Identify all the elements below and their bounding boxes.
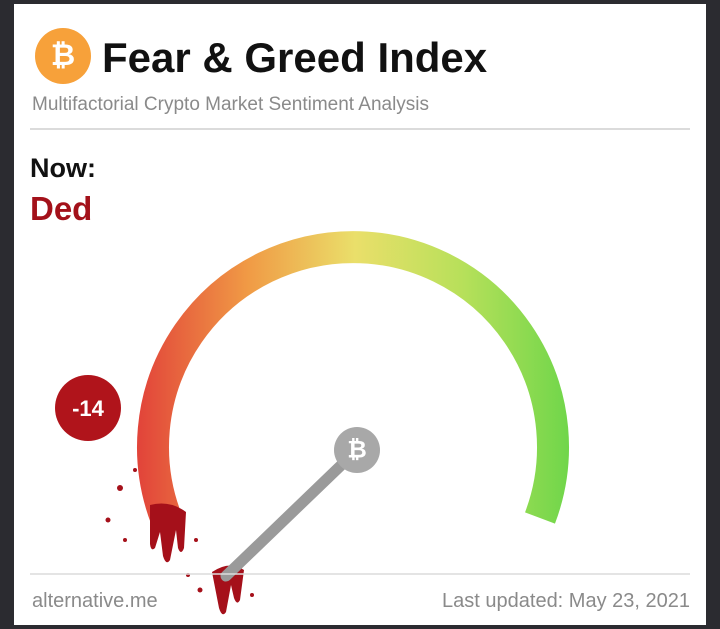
gauge-value: -14 <box>72 396 105 421</box>
blood-splatter <box>105 468 254 615</box>
footer-updated: Last updated: May 23, 2021 <box>442 590 690 612</box>
footer-source: alternative.me <box>32 590 158 612</box>
svg-text:₿: ₿ <box>347 436 367 463</box>
gauge-arc <box>137 231 569 524</box>
value-badge <box>55 375 121 441</box>
needle-pivot: ₿ <box>334 427 380 473</box>
card <box>14 4 706 625</box>
gauge-needle <box>220 444 363 582</box>
now-status: Ded <box>30 190 92 227</box>
svg-text:₿: ₿ <box>51 39 75 72</box>
title: Fear & Greed Index <box>102 34 488 81</box>
bitcoin-logo: ₿ <box>35 28 91 84</box>
subtitle: Multifactorial Crypto Market Sentiment A… <box>32 94 429 115</box>
now-label: Now: <box>30 153 96 183</box>
